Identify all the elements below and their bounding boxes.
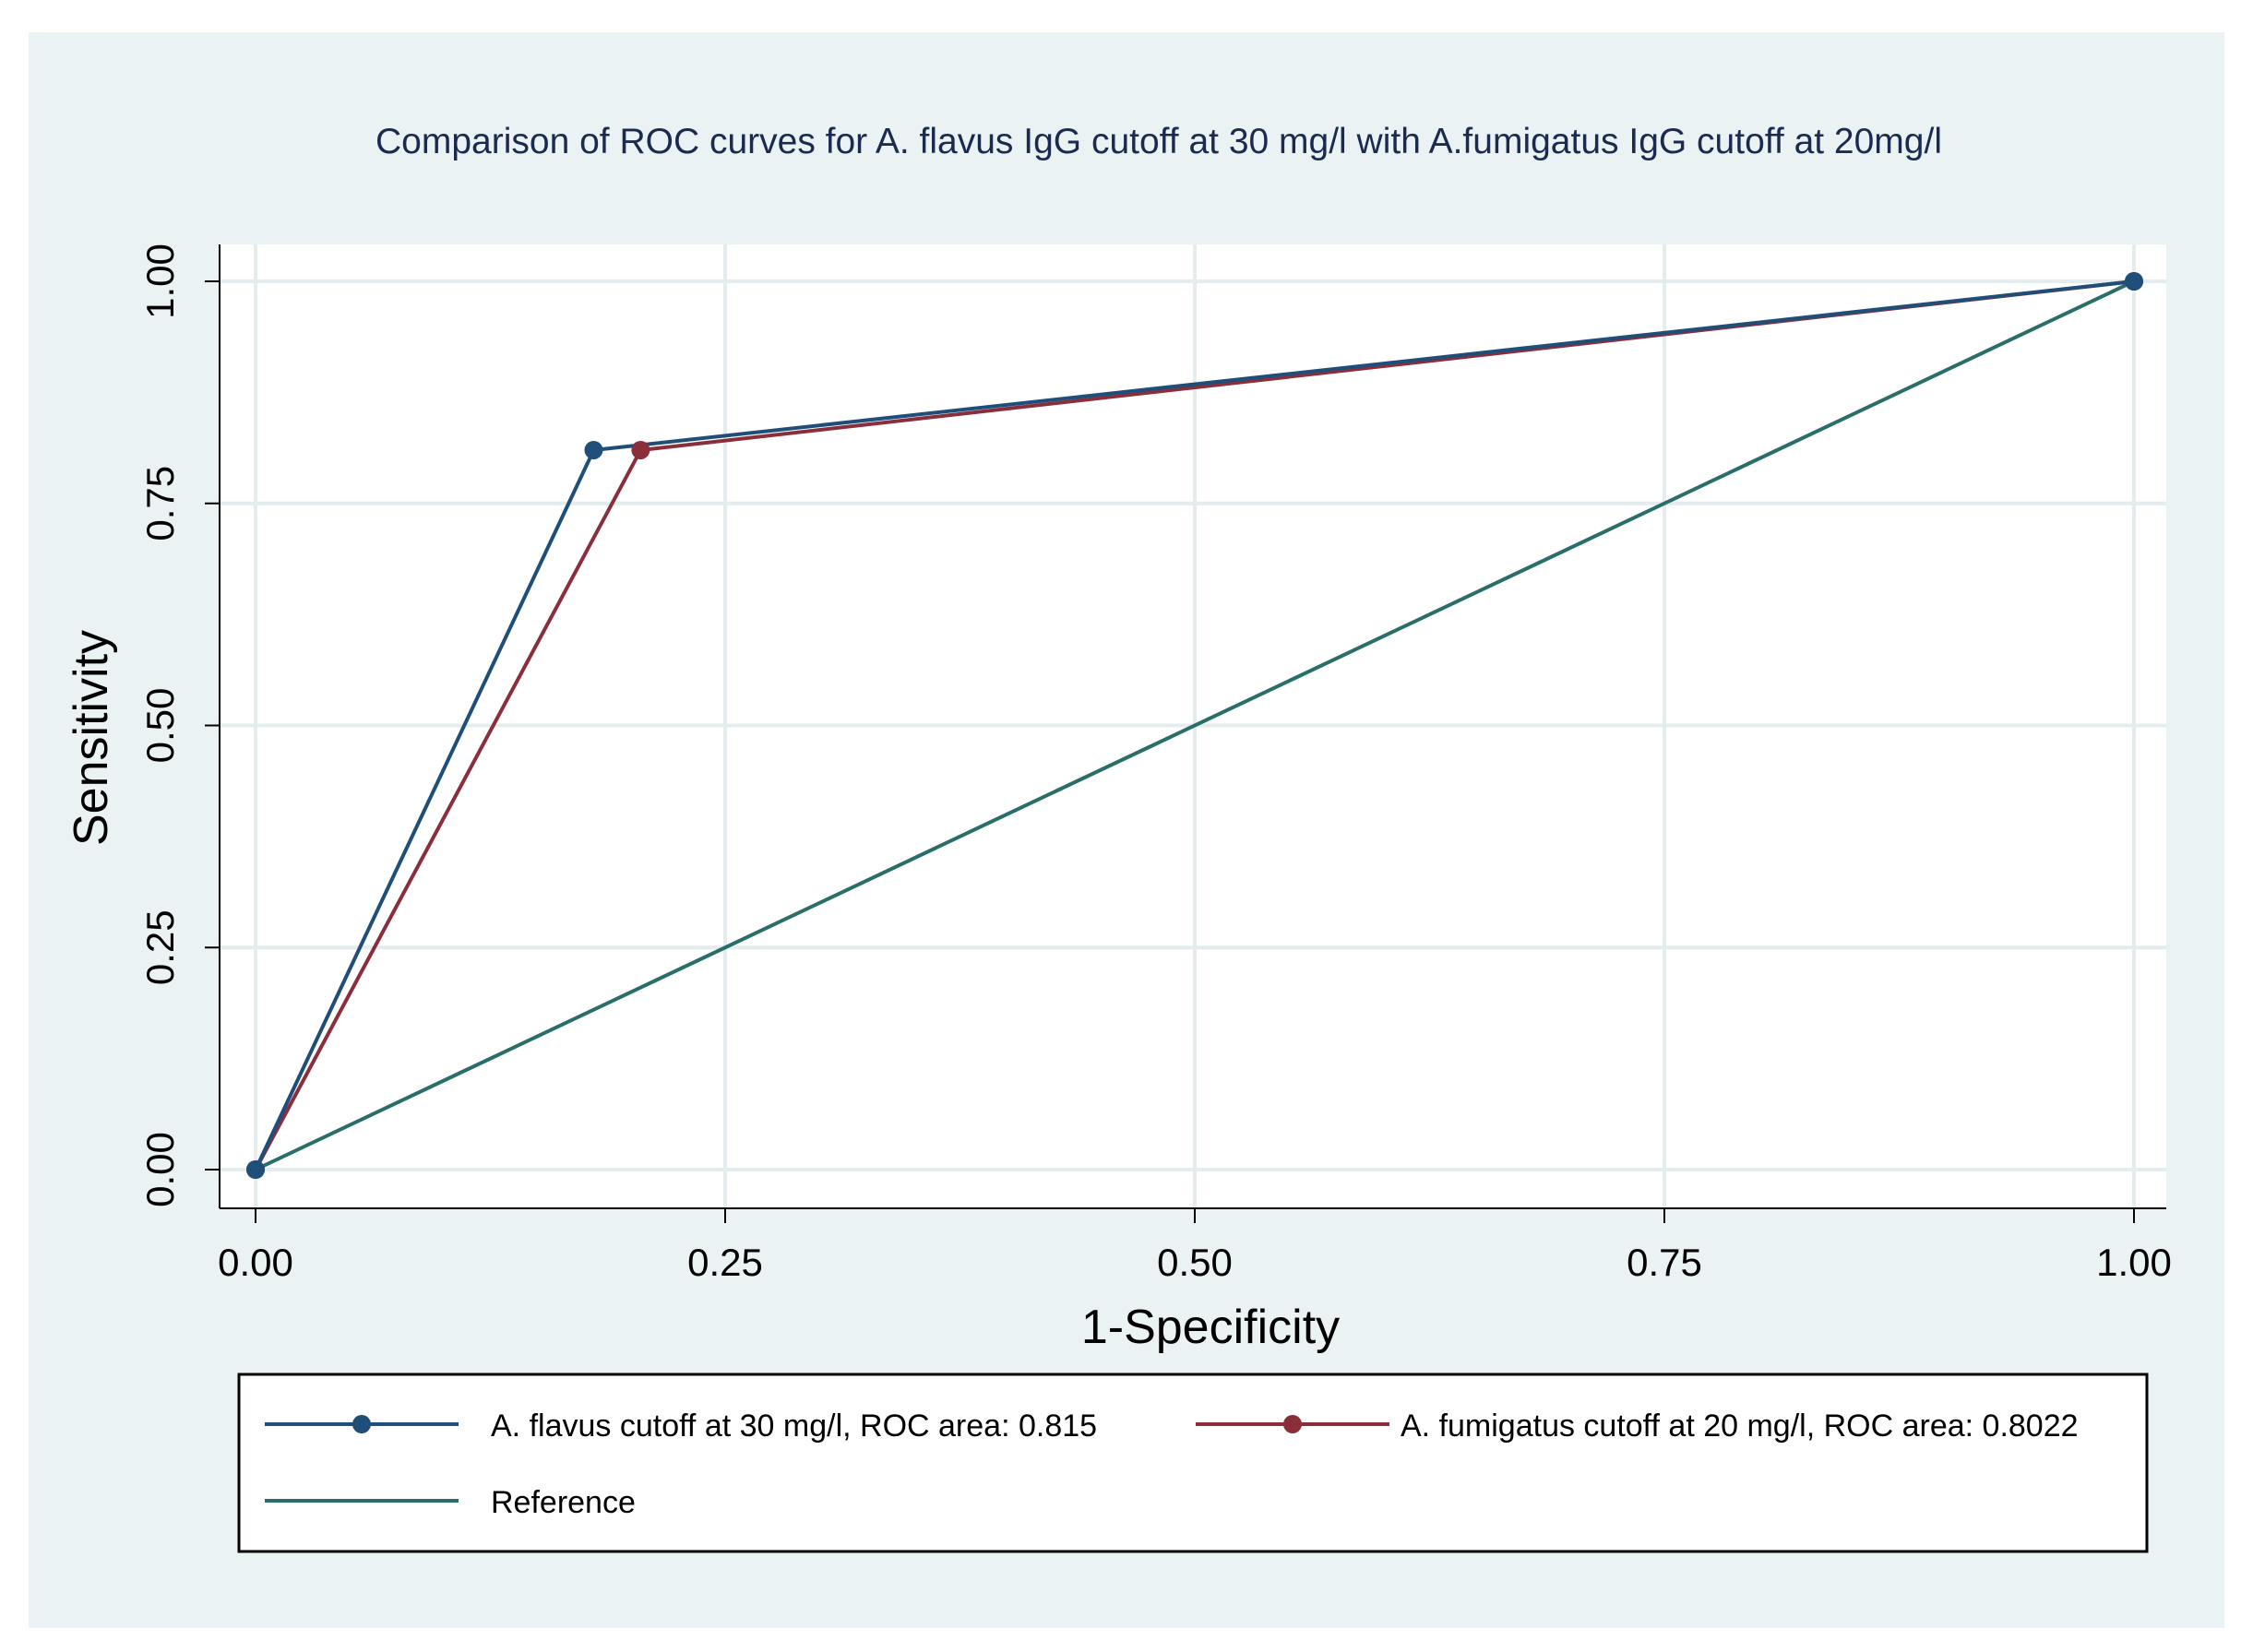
y-axis-label: Sensitivity [65, 630, 118, 846]
legend-swatch-marker [1283, 1415, 1302, 1433]
series-line-2 [255, 279, 2135, 1171]
tick-marks: 0.00 0.25 0.50 0.75 1.00 0.00 0.25 0.50 0.75 1.00 [138, 244, 2172, 1284]
x-tick-label: 0.25 [687, 1241, 763, 1284]
y-tick-label: 0.75 [138, 466, 182, 541]
y-tick-label: 0.00 [138, 1132, 182, 1207]
y-tick-label: 0.50 [138, 688, 182, 764]
series-point-1 [631, 440, 650, 459]
legend: A. flavus cutoff at 30 mg/l, ROC area: 0… [237, 1373, 2149, 1553]
series-point-0 [2125, 272, 2143, 291]
x-tick-label: 1.00 [2096, 1241, 2172, 1284]
x-axis-label: 1-Specificity [1081, 1301, 1340, 1354]
series-point-0 [246, 1160, 265, 1179]
legend-box [237, 1373, 2149, 1553]
legend-label: A. fumigatus cutoff at 20 mg/l, ROC area… [1401, 1408, 2079, 1444]
y-tick-label: 1.00 [138, 244, 182, 319]
series-markers [246, 272, 2143, 1179]
x-tick-label: 0.75 [1627, 1241, 1702, 1284]
series-point-0 [584, 440, 603, 459]
y-tick-label: 0.25 [138, 909, 182, 985]
chart-title: Comparison of ROC curves for A. flavus I… [376, 122, 1942, 161]
x-tick-label: 0.50 [1157, 1241, 1233, 1284]
x-tick-label: 0.00 [218, 1241, 293, 1284]
legend-label: Reference [491, 1485, 636, 1520]
legend-swatch-marker [352, 1415, 371, 1433]
legend-label: A. flavus cutoff at 30 mg/l, ROC area: 0… [491, 1408, 1097, 1444]
